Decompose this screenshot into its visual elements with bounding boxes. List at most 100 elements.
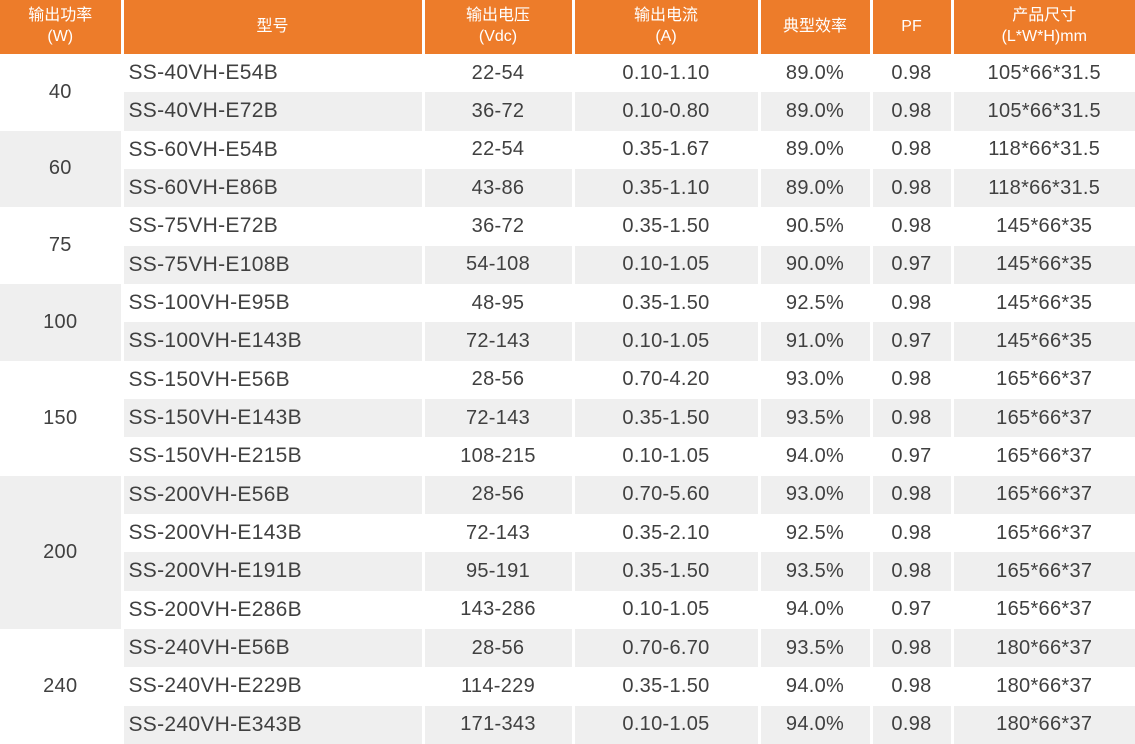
cell-output-voltage: 22-54 (421, 130, 573, 169)
cell-output-voltage: 28-56 (421, 475, 573, 514)
cell-typical-efficiency: 93.5% (757, 398, 871, 438)
cell-power-group: 40 (0, 54, 122, 131)
cell-pf: 0.97 (869, 245, 952, 284)
cell-typical-efficiency: 94.0% (757, 437, 871, 476)
cell-pf: 0.98 (869, 360, 952, 399)
cell-pf: 0.98 (869, 398, 952, 438)
cell-output-current: 0.35-1.50 (571, 283, 759, 323)
cell-power-group: 240 (0, 628, 122, 744)
column-header-output-power: 输出功率 (W) (0, 0, 122, 54)
header-line: 输出电压 (465, 7, 530, 25)
cell-typical-efficiency: 93.0% (757, 360, 871, 399)
cell-model: SS-100VH-E143B (120, 322, 423, 361)
cell-output-voltage: 22-54 (421, 54, 573, 93)
table-header: 输出功率 (W) 型号 输出电压 (Vdc) 输出电流 (A) 典型效率 PF … (0, 0, 1135, 54)
cell-product-size: 165*66*37 (950, 360, 1135, 399)
column-header-typical-efficiency: 典型效率 (757, 0, 871, 54)
table-row: SS-100VH-E143B 72-143 0.10-1.05 91.0% 0.97 14… (0, 322, 1135, 361)
cell-product-size: 180*66*37 (950, 628, 1135, 668)
cell-product-size: 145*66*35 (950, 207, 1135, 246)
cell-output-voltage: 114-229 (421, 667, 573, 706)
cell-model: SS-75VH-E108B (120, 245, 423, 284)
cell-pf: 0.98 (869, 130, 952, 169)
cell-power-group: 200 (0, 475, 122, 629)
cell-typical-efficiency: 91.0% (757, 322, 871, 361)
column-header-output-current: 输出电流 (A) (571, 0, 759, 54)
cell-output-current: 0.10-1.05 (571, 245, 759, 284)
cell-output-voltage: 143-286 (421, 590, 573, 629)
cell-model: SS-240VH-E229B (120, 667, 423, 706)
cell-pf: 0.97 (869, 437, 952, 476)
cell-output-voltage: 36-72 (421, 92, 573, 131)
header-subline: (Vdc) (478, 28, 518, 45)
table-row: 100 SS-100VH-E95B 48-95 0.35-1.50 92.5% 0.98 1… (0, 283, 1135, 361)
cell-output-current: 0.10-1.05 (571, 437, 759, 476)
cell-product-size: 118*66*31.5 (950, 130, 1135, 169)
cell-pf: 0.97 (869, 322, 952, 361)
cell-typical-efficiency: 92.5% (757, 283, 871, 323)
cell-pf: 0.98 (869, 92, 952, 131)
table-row: SS-240VH-E229B 114-229 0.35-1.50 94.0% 0.98 1… (0, 667, 1135, 706)
cell-model: SS-40VH-E54B (120, 54, 423, 93)
cell-pf: 0.98 (869, 475, 952, 514)
header-subline: (W) (47, 28, 74, 45)
cell-output-current: 0.10-1.05 (571, 705, 759, 744)
table-row: SS-200VH-E191B 95-191 0.35-1.50 93.5% 0.98 16… (0, 552, 1135, 591)
cell-output-current: 0.10-1.10 (571, 54, 759, 93)
cell-power-group: 60 (0, 130, 122, 208)
cell-output-current: 0.10-0.80 (571, 92, 759, 131)
column-header-pf: PF (869, 0, 952, 54)
header-line: PF (901, 17, 922, 35)
table-row: 150 SS-150VH-E56B 28-56 0.70-4.20 93.0% 0.98 1… (0, 360, 1135, 476)
cell-power-group: 75 (0, 207, 122, 284)
cell-pf: 0.98 (869, 667, 952, 706)
cell-pf: 0.98 (869, 283, 952, 323)
cell-product-size: 165*66*37 (950, 513, 1135, 553)
cell-output-voltage: 171-343 (421, 705, 573, 744)
cell-pf: 0.97 (869, 590, 952, 629)
header-line: 输出电流 (633, 7, 698, 25)
cell-typical-efficiency: 90.0% (757, 245, 871, 284)
cell-output-voltage: 48-95 (421, 283, 573, 323)
cell-output-voltage: 28-56 (421, 628, 573, 668)
cell-product-size: 145*66*35 (950, 283, 1135, 323)
table-row: 200 SS-200VH-E56B 28-56 0.70-5.60 93.0% 0.98 1… (0, 475, 1135, 629)
cell-output-current: 0.35-1.50 (571, 667, 759, 706)
cell-product-size: 145*66*35 (950, 322, 1135, 361)
cell-output-voltage: 108-215 (421, 437, 573, 476)
cell-typical-efficiency: 92.5% (757, 513, 871, 553)
table-row: SS-40VH-E72B 36-72 0.10-0.80 89.0% 0.98 105*6… (0, 92, 1135, 131)
cell-typical-efficiency: 93.0% (757, 475, 871, 514)
cell-model: SS-75VH-E72B (120, 207, 423, 246)
cell-pf: 0.98 (869, 168, 952, 208)
cell-output-voltage: 43-86 (421, 168, 573, 208)
cell-output-voltage: 72-143 (421, 322, 573, 361)
cell-typical-efficiency: 89.0% (757, 130, 871, 169)
cell-output-current: 0.35-1.50 (571, 552, 759, 591)
cell-product-size: 145*66*35 (950, 245, 1135, 284)
cell-typical-efficiency: 94.0% (757, 590, 871, 629)
cell-model: SS-60VH-E86B (120, 168, 423, 208)
cell-pf: 0.98 (869, 628, 952, 668)
table-row: SS-200VH-E286B 143-286 0.10-1.05 94.0% 0.97 1… (0, 590, 1135, 629)
cell-product-size: 118*66*31.5 (950, 168, 1135, 208)
table-row: 60 SS-60VH-E54B 22-54 0.35-1.67 89.0% 0.98 118… (0, 130, 1135, 208)
cell-output-current: 0.70-6.70 (571, 628, 759, 668)
cell-power-group: 100 (0, 283, 122, 361)
cell-output-current: 0.35-1.10 (571, 168, 759, 208)
table-row: SS-240VH-E343B 171-343 0.10-1.05 94.0% 0.98 1… (0, 705, 1135, 744)
header-line: 输出功率 (28, 7, 93, 25)
cell-product-size: 165*66*37 (950, 475, 1135, 514)
cell-model: SS-200VH-E56B (120, 475, 423, 514)
cell-product-size: 105*66*31.5 (950, 54, 1135, 93)
cell-model: SS-150VH-E56B (120, 360, 423, 399)
cell-typical-efficiency: 93.5% (757, 552, 871, 591)
cell-model: SS-240VH-E343B (120, 705, 423, 744)
table-row: SS-75VH-E108B 54-108 0.10-1.05 90.0% 0.97 145… (0, 245, 1135, 284)
cell-output-voltage: 36-72 (421, 207, 573, 246)
cell-model: SS-150VH-E143B (120, 398, 423, 438)
column-header-model: 型号 (120, 0, 423, 54)
cell-output-current: 0.35-1.50 (571, 207, 759, 246)
cell-pf: 0.98 (869, 54, 952, 93)
